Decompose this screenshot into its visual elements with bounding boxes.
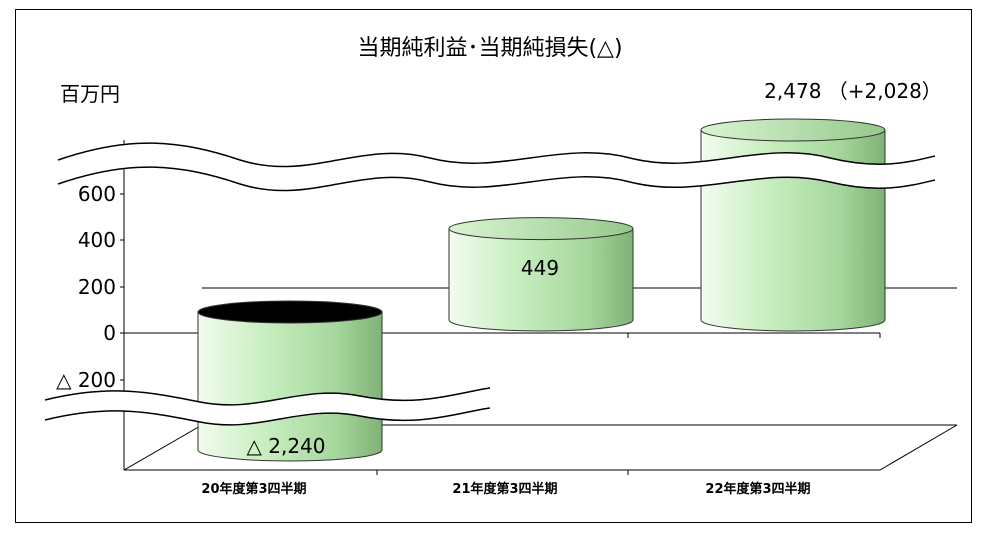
bar-1 <box>448 217 634 332</box>
bar-1-body <box>448 228 634 332</box>
unit-label: 百万円 <box>60 82 120 106</box>
y-tick-marks <box>120 193 124 381</box>
bar-2 <box>700 118 886 332</box>
data-label-1: 449 <box>521 256 559 280</box>
chart-title: 当期純利益･当期純損失(△) <box>357 36 622 61</box>
y-tick-label-neg200: △ 200 <box>56 368 116 392</box>
axis-break-bottom <box>44 387 491 426</box>
bar-2-top <box>700 118 886 142</box>
data-label-0: △ 2,240 <box>247 434 326 458</box>
y-tick-label-200: 200 <box>78 275 116 299</box>
category-label-2: 22年度第3四半期 <box>705 481 810 497</box>
bar-1-top <box>448 217 634 241</box>
data-label-2: 2,478 （+2,028） <box>764 79 942 103</box>
bar-0-top <box>197 300 383 324</box>
axis-break-top <box>57 142 936 192</box>
category-label-0: 20年度第3四半期 <box>201 481 306 497</box>
y-tick-label-600: 600 <box>78 182 116 206</box>
category-label-1: 21年度第3四半期 <box>452 481 557 497</box>
y-tick-label-400: 400 <box>78 228 116 252</box>
y-tick-label-0: 0 <box>103 321 116 345</box>
